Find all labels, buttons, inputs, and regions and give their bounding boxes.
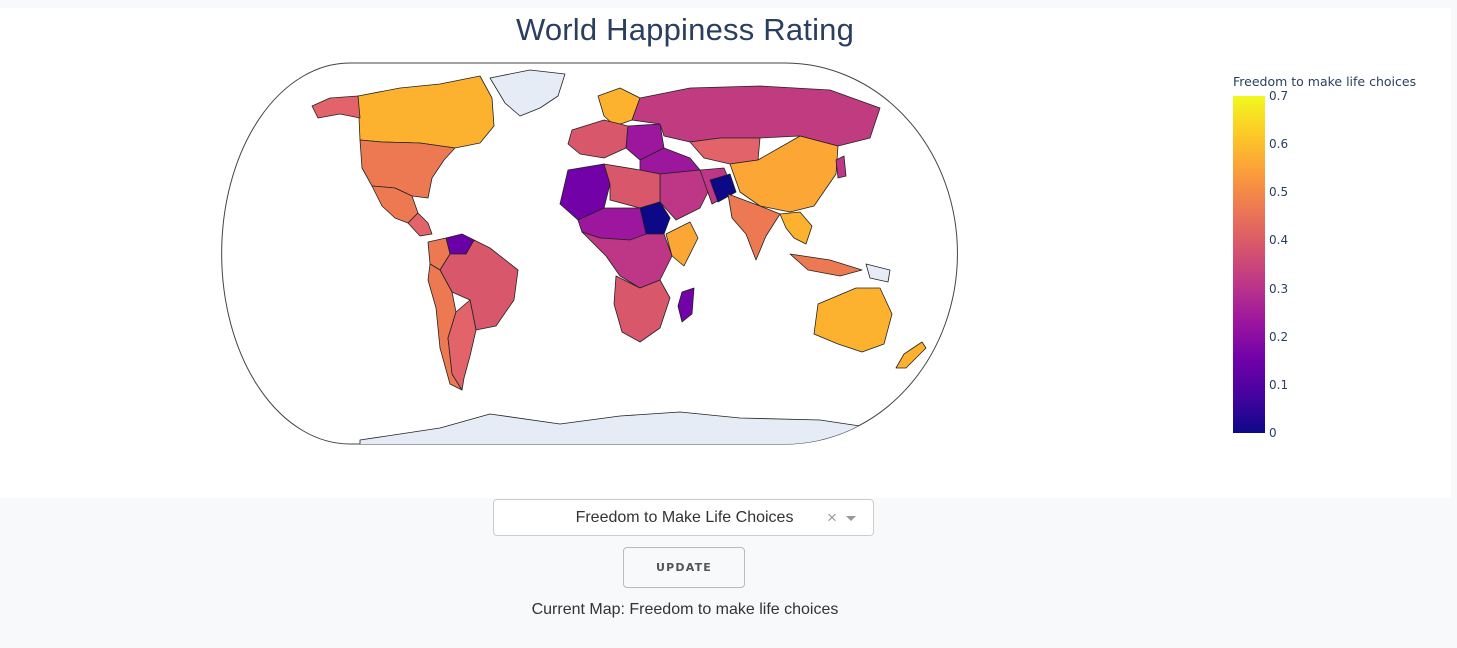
- india[interactable]: [727, 193, 781, 261]
- map-select-dropdown[interactable]: Freedom to Make Life Choices ×: [493, 499, 874, 536]
- southeast-asia[interactable]: [779, 211, 813, 245]
- southern-africa[interactable]: [613, 275, 671, 343]
- graph-card: World Happiness Rating Freedom to make l…: [0, 8, 1451, 498]
- greenland[interactable]: [489, 69, 566, 117]
- antarctica[interactable]: [359, 411, 861, 448]
- chevron-down-icon[interactable]: [846, 516, 856, 521]
- colorbar-tick: 0.7: [1269, 89, 1289, 103]
- update-button[interactable]: UPDATE: [623, 547, 745, 588]
- colorbar-tick: 0.6: [1269, 137, 1289, 152]
- colorbar-tick: 0.2: [1269, 329, 1289, 344]
- argentina[interactable]: [447, 299, 477, 391]
- colorbar-tick: 0.5: [1269, 185, 1289, 200]
- sudan[interactable]: [639, 201, 671, 235]
- dropdown-selected-value: Freedom to Make Life Choices: [575, 509, 794, 526]
- colorbar-tick: 0.4: [1269, 233, 1289, 248]
- china[interactable]: [729, 135, 839, 213]
- clear-icon[interactable]: ×: [827, 508, 837, 527]
- map-title: World Happiness Rating: [515, 12, 855, 47]
- world-map[interactable]: [0, 8, 1451, 498]
- madagascar[interactable]: [677, 287, 695, 323]
- colorbar-tick: 0.1: [1269, 377, 1289, 392]
- colorbar-tick: 0.3: [1269, 281, 1289, 296]
- colorbar-tick: 0: [1269, 426, 1277, 440]
- new-zealand[interactable]: [895, 341, 927, 369]
- colorbar: [1233, 96, 1265, 433]
- russia[interactable]: [631, 85, 881, 147]
- western-europe[interactable]: [567, 119, 629, 159]
- indonesia[interactable]: [789, 253, 863, 277]
- central-africa[interactable]: [581, 231, 673, 289]
- korea[interactable]: [835, 155, 847, 179]
- central-america[interactable]: [407, 212, 433, 237]
- png[interactable]: [865, 263, 891, 283]
- usa[interactable]: [359, 139, 456, 199]
- alaska[interactable]: [311, 95, 361, 119]
- colorbar-title: Freedom to make life choices: [1233, 74, 1417, 89]
- current-map-status: Current Map: Freedom to make life choice…: [531, 601, 839, 618]
- australia[interactable]: [813, 287, 893, 353]
